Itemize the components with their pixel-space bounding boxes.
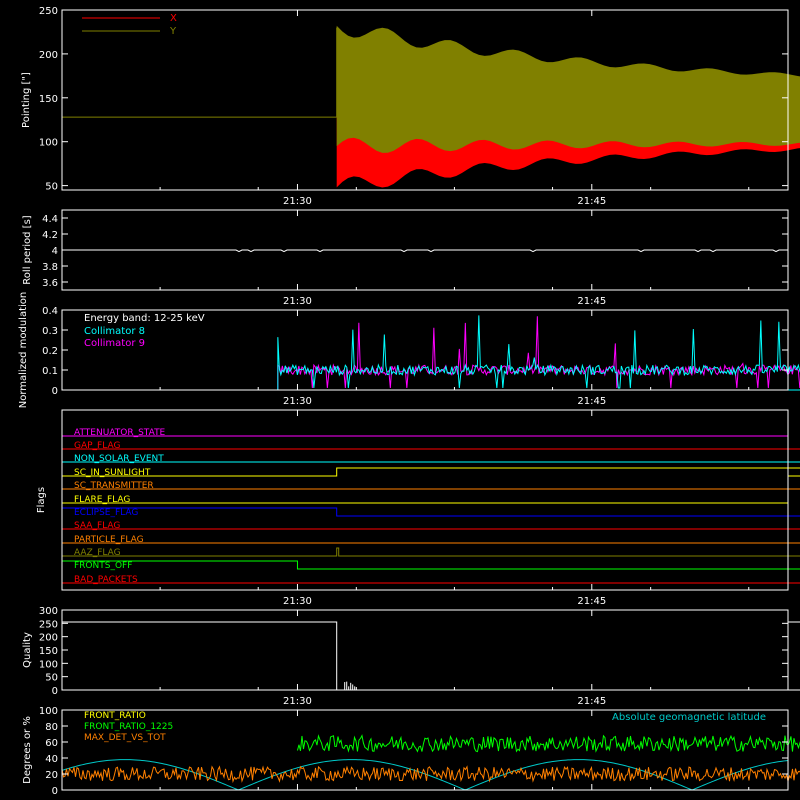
y-axis-label: Degrees or % (22, 716, 33, 784)
y-tick-label: 0 (52, 686, 58, 697)
y-tick-label: 300 (39, 606, 58, 617)
y-tick-label: 50 (45, 182, 58, 193)
y-tick-label: 60 (45, 738, 58, 749)
flag-line-fronts-off (61, 560, 800, 570)
energy-band-label: Energy band: 12-25 keV (84, 313, 205, 324)
flag-label-bad-packets: BAD_PACKETS (74, 575, 138, 585)
y-tick-label: 150 (39, 94, 58, 105)
x-tick-label: 21:30 (283, 596, 312, 607)
flag-line-aaz-flag (62, 547, 800, 557)
y-tick-label: 4 (52, 246, 58, 257)
y-tick-label: 50 (45, 673, 58, 684)
y-tick-label: 4.4 (42, 214, 58, 225)
legend-label-ratio: FRONT_RATIO_1225 (84, 722, 173, 732)
flag-label-gap-flag: GAP_FLAG (74, 441, 120, 451)
flag-label-attenuator-state: ATTENUATOR_STATE (74, 428, 166, 438)
y-tick-label: 0 (52, 386, 58, 397)
y-tick-label: 0.4 (42, 306, 58, 317)
y-tick-label: 3.8 (42, 262, 58, 273)
x-tick-label: 21:30 (283, 696, 312, 707)
y-tick-label: 0.3 (42, 326, 58, 337)
legend-label-ratio: MAX_DET_VS_TOT (84, 733, 166, 743)
y-tick-label: 250 (39, 6, 58, 17)
y-tick-label: 4.2 (42, 230, 58, 241)
y-tick-label: 100 (39, 659, 58, 670)
legend-label-collimator: Collimator 8 (84, 326, 145, 337)
roll-period-line (62, 249, 788, 253)
max-det-vs-tot-line (61, 765, 800, 784)
flag-line-sc-in-sunlight (62, 467, 800, 477)
y-tick-label: 0 (52, 786, 58, 797)
legend-label-geomagnetic: Absolute geomagnetic latitude (612, 712, 766, 723)
x-tick-label: 21:30 (283, 196, 312, 207)
flag-line-eclipse-flag (61, 507, 800, 517)
flag-label-fronts-off: FRONTS_OFF (74, 561, 132, 571)
x-tick-label: 21:45 (577, 696, 606, 707)
legend-label-x: X (170, 13, 177, 24)
flag-label-particle-flag: PARTICLE_FLAG (74, 535, 144, 545)
flag-label-non-solar-event: NON_SOLAR_EVENT (74, 454, 164, 464)
y-axis-label: Normalized modulation (18, 292, 29, 409)
series-y-envelope (336, 25, 800, 153)
x-tick-label: 21:30 (283, 296, 312, 307)
y-tick-label: 0.1 (42, 366, 58, 377)
flag-label-sc-transmitter: SC_TRANSMITTER (74, 481, 154, 491)
flag-label-saa-flag: SAA_FLAG (74, 521, 120, 531)
y-axis-label: Roll period [s] (22, 215, 33, 284)
flag-label-eclipse-flag: ECLIPSE_FLAG (74, 508, 138, 518)
y-axis-label: Quality (22, 632, 33, 668)
y-tick-label: 40 (45, 754, 58, 765)
pointing-frame (61, 9, 789, 191)
front-ratio-1225-line (296, 734, 800, 753)
y-tick-label: 20 (45, 770, 58, 781)
flag-line-sc-transmitter (62, 488, 800, 490)
y-tick-label: 0.2 (42, 346, 58, 357)
ratios-frame (61, 709, 789, 791)
y-tick-label: 80 (45, 722, 58, 733)
y-tick-label: 100 (39, 706, 58, 717)
flag-label-aaz-flag: AAZ_FLAG (74, 548, 121, 558)
modulation-collimator-9 (62, 316, 800, 391)
legend-label-y: Y (169, 26, 177, 37)
modulation-collimator-8 (62, 315, 800, 391)
quality-line (62, 621, 800, 691)
y-tick-label: 100 (39, 138, 58, 149)
y-tick-label: 200 (39, 50, 58, 61)
y-axis-label: Flags (36, 487, 47, 513)
x-tick-label: 21:30 (283, 396, 312, 407)
x-tick-label: 21:45 (577, 396, 606, 407)
flags-frame (61, 409, 789, 591)
y-axis-label: Pointing ["] (21, 72, 32, 128)
y-tick-label: 250 (39, 619, 58, 630)
x-tick-label: 21:45 (577, 596, 606, 607)
legend-label-collimator: Collimator 9 (84, 338, 145, 349)
y-tick-label: 150 (39, 646, 58, 657)
y-tick-label: 200 (39, 633, 58, 644)
x-tick-label: 21:45 (577, 296, 606, 307)
legend-label-ratio: FRONT_RATIO (84, 711, 146, 721)
y-tick-label: 3.6 (42, 278, 58, 289)
flag-label-flare-flag: FLARE_FLAG (74, 495, 130, 505)
x-tick-label: 21:45 (577, 196, 606, 207)
flag-label-sc-in-sunlight: SC_IN_SUNLIGHT (74, 468, 151, 478)
